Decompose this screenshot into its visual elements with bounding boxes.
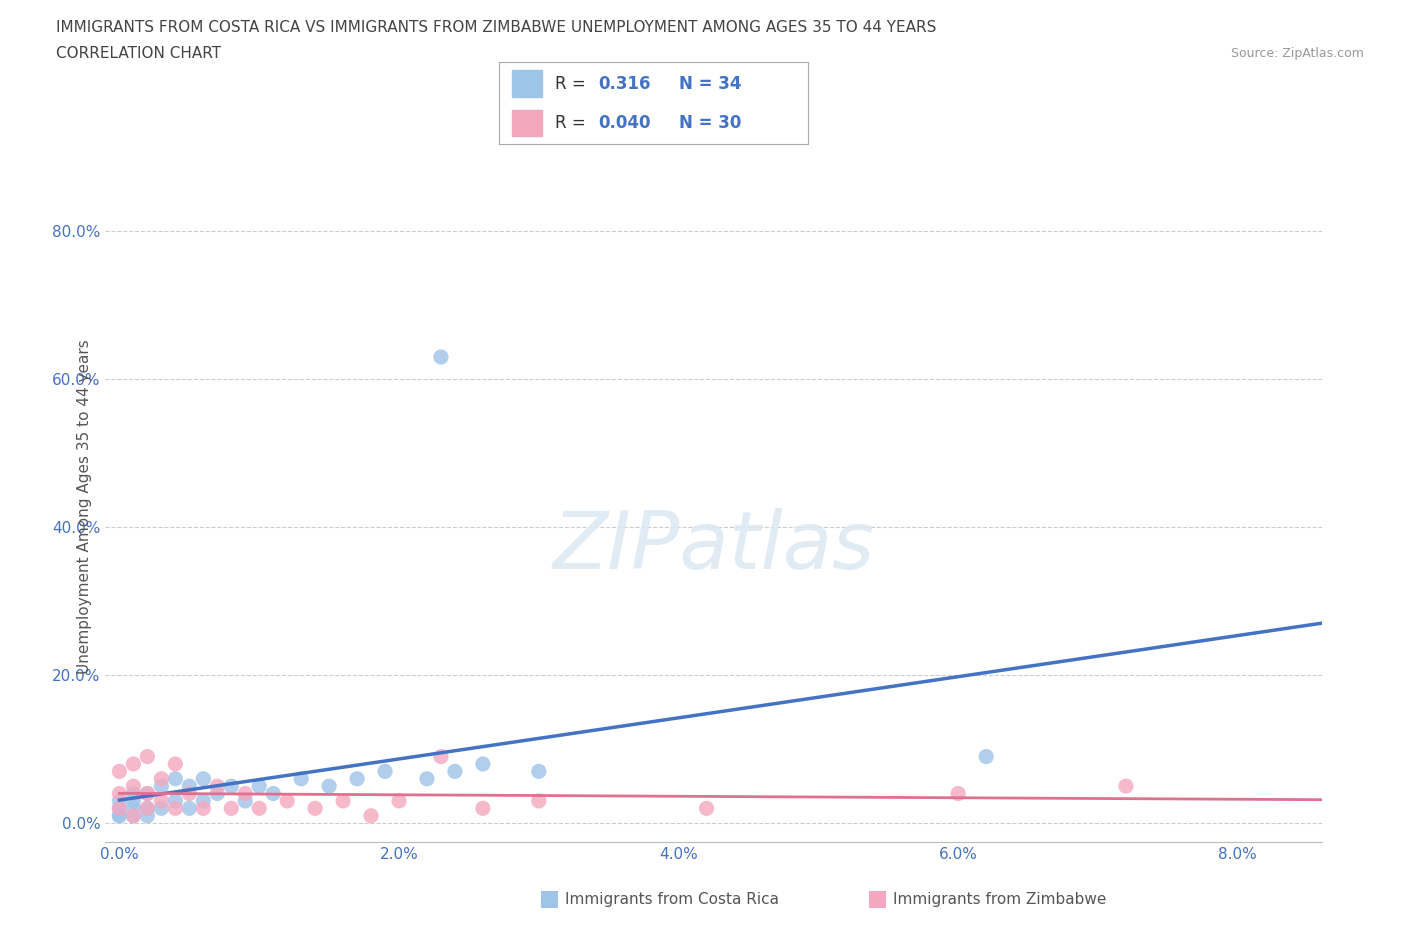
Point	[122, 786, 145, 801]
Point	[165, 771, 187, 786]
Point	[122, 778, 145, 793]
Text: 0.040: 0.040	[598, 113, 651, 132]
Point	[108, 764, 131, 778]
Point	[179, 801, 201, 816]
Point	[165, 793, 187, 808]
Text: 0.316: 0.316	[598, 74, 651, 93]
Point	[219, 801, 242, 816]
Point	[290, 771, 312, 786]
Point	[946, 786, 969, 801]
Point	[471, 801, 494, 816]
Point	[444, 764, 467, 778]
Text: Immigrants from Zimbabwe: Immigrants from Zimbabwe	[893, 892, 1107, 907]
Point	[108, 808, 131, 823]
Text: R =: R =	[555, 74, 585, 93]
Point	[1115, 778, 1137, 793]
Point	[108, 801, 131, 816]
Point	[388, 793, 411, 808]
Point	[332, 793, 354, 808]
Point	[346, 771, 368, 786]
Point	[233, 793, 256, 808]
Point	[360, 808, 382, 823]
Point	[150, 793, 173, 808]
Bar	[512, 110, 543, 136]
Point	[471, 756, 494, 771]
Text: N = 30: N = 30	[679, 113, 741, 132]
Point	[193, 801, 215, 816]
Point	[304, 801, 326, 816]
Point	[136, 801, 159, 816]
Point	[430, 750, 453, 764]
Point	[974, 750, 997, 764]
Point	[262, 786, 284, 801]
Point	[136, 801, 159, 816]
Point	[165, 756, 187, 771]
Text: IMMIGRANTS FROM COSTA RICA VS IMMIGRANTS FROM ZIMBABWE UNEMPLOYMENT AMONG AGES 3: IMMIGRANTS FROM COSTA RICA VS IMMIGRANTS…	[56, 20, 936, 35]
Point	[108, 808, 131, 823]
Point	[150, 771, 173, 786]
Point	[247, 801, 270, 816]
Point	[247, 778, 270, 793]
Point	[150, 778, 173, 793]
Point	[136, 750, 159, 764]
Point	[219, 778, 242, 793]
Point	[527, 764, 550, 778]
Point	[276, 793, 298, 808]
Point	[122, 808, 145, 823]
Point	[207, 778, 229, 793]
Point	[527, 793, 550, 808]
Text: CORRELATION CHART: CORRELATION CHART	[56, 46, 221, 61]
Bar	[512, 71, 543, 97]
Point	[193, 771, 215, 786]
Point	[136, 786, 159, 801]
Point	[108, 786, 131, 801]
Point	[318, 778, 340, 793]
Point	[430, 350, 453, 365]
Point	[150, 801, 173, 816]
Point	[122, 801, 145, 816]
Point	[233, 786, 256, 801]
Point	[207, 786, 229, 801]
Text: N = 34: N = 34	[679, 74, 741, 93]
Text: R =: R =	[555, 113, 585, 132]
Point	[122, 756, 145, 771]
Text: ZIPatlas: ZIPatlas	[553, 508, 875, 586]
Point	[179, 786, 201, 801]
Point	[165, 801, 187, 816]
Point	[108, 801, 131, 816]
Point	[193, 793, 215, 808]
Point	[122, 808, 145, 823]
Point	[136, 786, 159, 801]
Point	[416, 771, 439, 786]
Y-axis label: Unemployment Among Ages 35 to 44 years: Unemployment Among Ages 35 to 44 years	[76, 339, 91, 674]
Point	[136, 808, 159, 823]
Point	[122, 793, 145, 808]
Text: Source: ZipAtlas.com: Source: ZipAtlas.com	[1230, 46, 1364, 60]
Point	[108, 793, 131, 808]
Point	[179, 778, 201, 793]
Point	[374, 764, 396, 778]
Text: Immigrants from Costa Rica: Immigrants from Costa Rica	[565, 892, 779, 907]
Point	[696, 801, 718, 816]
